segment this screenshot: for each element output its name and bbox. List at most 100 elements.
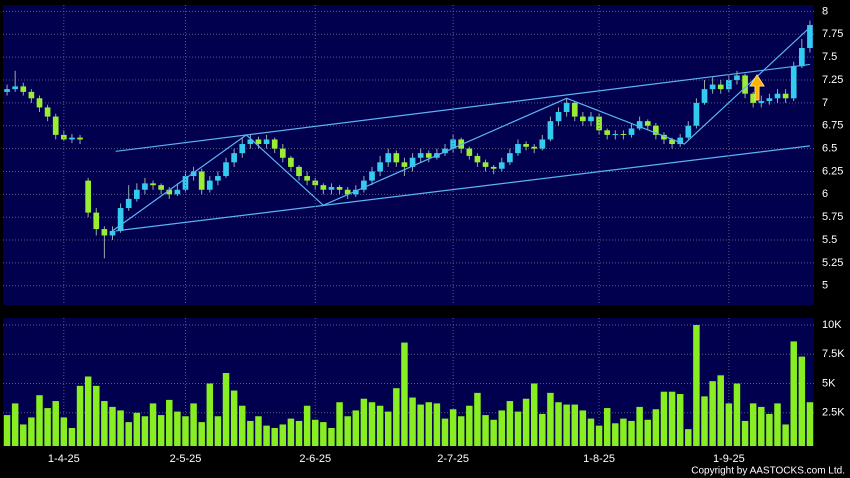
volume-bar bbox=[668, 391, 676, 446]
trend-line bbox=[115, 63, 811, 152]
y-tick-label: 7.75 bbox=[822, 28, 843, 40]
volume-bar bbox=[271, 427, 278, 446]
candle-body bbox=[620, 133, 627, 135]
volume-bar bbox=[547, 392, 554, 446]
candle-body bbox=[85, 180, 91, 213]
y-tick-label: 5K bbox=[822, 377, 836, 389]
volume-bar bbox=[320, 422, 327, 446]
candle-body bbox=[685, 125, 692, 138]
candle-body bbox=[758, 101, 765, 103]
candle-body bbox=[190, 171, 197, 177]
x-tick-label: 1-8-25 bbox=[583, 453, 615, 465]
volume-bar bbox=[352, 410, 360, 446]
volume-bar bbox=[774, 403, 781, 446]
candle-body bbox=[442, 148, 448, 154]
volume-bar bbox=[676, 394, 684, 446]
price-panel bbox=[3, 5, 814, 305]
candle-body bbox=[28, 91, 35, 99]
candle-body bbox=[304, 176, 310, 181]
candle-body bbox=[52, 116, 59, 135]
volume-bar bbox=[490, 419, 497, 446]
volume-bar bbox=[360, 398, 368, 446]
candle-body bbox=[206, 180, 213, 190]
candle-body bbox=[409, 157, 416, 167]
volume-bar bbox=[506, 401, 514, 446]
volume-bar bbox=[449, 409, 457, 446]
candle-body bbox=[515, 144, 521, 154]
candle-body bbox=[523, 144, 529, 147]
y-tick-label: 6.25 bbox=[822, 165, 843, 177]
candle-body bbox=[563, 102, 570, 113]
volume-bar bbox=[182, 416, 189, 446]
volume-bar bbox=[571, 404, 578, 446]
candle-body bbox=[125, 198, 132, 209]
candle-body bbox=[101, 229, 108, 236]
volume-bar bbox=[295, 420, 303, 446]
candle-body bbox=[263, 139, 270, 145]
candle-body bbox=[482, 162, 489, 167]
y-tick-label: 8 bbox=[822, 5, 828, 17]
volume-bar bbox=[563, 404, 570, 446]
volume-bar bbox=[482, 415, 489, 446]
candle-body bbox=[150, 183, 156, 186]
candle-body bbox=[401, 162, 408, 167]
volume-bar bbox=[457, 416, 465, 446]
volume-bar bbox=[636, 406, 643, 446]
candle-body bbox=[661, 134, 667, 140]
candle-body bbox=[701, 89, 708, 103]
candle-body bbox=[734, 75, 740, 80]
candle-body bbox=[474, 155, 481, 163]
volume-bar bbox=[595, 425, 603, 446]
candle-body bbox=[296, 166, 302, 177]
volume-bar bbox=[685, 429, 692, 446]
candle-body bbox=[677, 137, 684, 145]
signal-arrow bbox=[749, 74, 765, 101]
volume-bar bbox=[425, 402, 433, 446]
candle-body bbox=[507, 153, 513, 163]
candle-body bbox=[782, 93, 789, 99]
candle-body bbox=[717, 84, 724, 90]
candle-body bbox=[539, 139, 546, 149]
candle-body bbox=[790, 66, 797, 99]
volume-bar bbox=[28, 417, 35, 446]
volume-bar bbox=[401, 342, 408, 446]
volume-bar bbox=[620, 418, 627, 446]
candle-body bbox=[352, 189, 359, 195]
candle-body bbox=[580, 116, 586, 122]
candle-body bbox=[807, 25, 813, 48]
candle-body bbox=[653, 125, 659, 135]
candle-body bbox=[4, 89, 10, 92]
y-tick-label: 6 bbox=[822, 188, 828, 200]
candle-body bbox=[709, 84, 716, 90]
volume-bar bbox=[587, 418, 595, 446]
candle-body bbox=[336, 187, 343, 190]
volume-bar bbox=[328, 427, 335, 446]
volume-bar bbox=[133, 412, 141, 446]
y-tick-label: 7.25 bbox=[822, 74, 843, 86]
y-tick-label: 7.5 bbox=[822, 51, 837, 63]
y-tick-label: 5.75 bbox=[822, 211, 843, 223]
y-tick-label: 7 bbox=[822, 97, 828, 109]
candle-body bbox=[231, 153, 237, 163]
trend-line bbox=[112, 24, 813, 232]
volume-bar bbox=[149, 403, 157, 446]
candle-body bbox=[742, 75, 748, 94]
volume-bar bbox=[709, 381, 716, 446]
candle-body bbox=[377, 162, 383, 172]
candle-body bbox=[498, 162, 505, 169]
volume-bar bbox=[36, 395, 43, 446]
y-tick-label: 5 bbox=[822, 280, 828, 292]
x-tick-label: 1-4-25 bbox=[48, 453, 80, 465]
volume-bar bbox=[628, 420, 635, 446]
volume-bar bbox=[522, 398, 530, 446]
y-tick-label: 2.5K bbox=[822, 407, 845, 419]
candle-body bbox=[531, 146, 538, 149]
volume-bar bbox=[433, 403, 441, 446]
volume-bar bbox=[255, 416, 262, 446]
candle-body bbox=[44, 107, 51, 117]
candle-body bbox=[766, 98, 773, 102]
volume-bar bbox=[93, 385, 100, 446]
volume-bar bbox=[68, 427, 76, 446]
volume-bar bbox=[311, 419, 319, 446]
